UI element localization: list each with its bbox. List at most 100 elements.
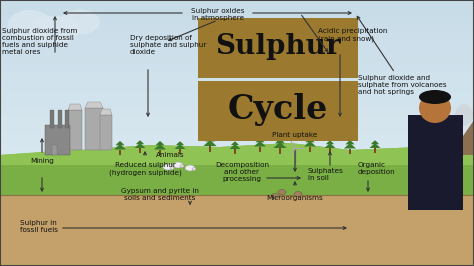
Bar xyxy=(0,85,474,94)
Polygon shape xyxy=(0,195,474,266)
Bar xyxy=(0,47,474,55)
Text: Sulphur dioxide from
combustion of fossil
fuels and sulphide
metal ores: Sulphur dioxide from combustion of fossi… xyxy=(2,28,77,55)
Polygon shape xyxy=(0,143,474,165)
Bar xyxy=(349,148,351,154)
Bar xyxy=(0,0,474,9)
Ellipse shape xyxy=(170,167,174,169)
Bar xyxy=(198,18,358,78)
Polygon shape xyxy=(232,142,238,144)
Bar xyxy=(309,147,311,152)
Bar xyxy=(139,148,141,153)
Ellipse shape xyxy=(419,90,451,104)
Text: Sulphur oxides
in atmosphere: Sulphur oxides in atmosphere xyxy=(191,8,245,21)
Text: Acidic precipitation
(rain and snow): Acidic precipitation (rain and snow) xyxy=(318,28,387,41)
Bar xyxy=(0,23,474,32)
Bar xyxy=(85,108,103,150)
Polygon shape xyxy=(177,142,183,144)
Ellipse shape xyxy=(278,189,286,194)
Polygon shape xyxy=(100,109,112,115)
Text: Sulphur in
fossil fuels: Sulphur in fossil fuels xyxy=(20,220,58,233)
Bar xyxy=(0,139,474,148)
Bar xyxy=(0,116,474,125)
Bar xyxy=(0,54,474,63)
Polygon shape xyxy=(371,140,379,144)
Bar xyxy=(0,93,474,102)
Text: Sulphur dioxide and
sulphate from volcanoes
and hot springs: Sulphur dioxide and sulphate from volcan… xyxy=(358,75,447,95)
Bar xyxy=(259,147,261,152)
Polygon shape xyxy=(136,140,144,144)
Polygon shape xyxy=(326,140,334,144)
Ellipse shape xyxy=(180,164,184,168)
Polygon shape xyxy=(174,144,185,149)
Polygon shape xyxy=(229,144,240,149)
Ellipse shape xyxy=(271,193,279,198)
Bar xyxy=(0,77,474,86)
Polygon shape xyxy=(176,142,184,145)
Bar xyxy=(119,149,121,155)
Polygon shape xyxy=(207,137,213,140)
Text: Sulphur: Sulphur xyxy=(215,34,341,60)
Polygon shape xyxy=(85,102,103,108)
Bar xyxy=(0,124,474,133)
Ellipse shape xyxy=(185,165,195,171)
Text: Animals: Animals xyxy=(155,152,184,158)
Polygon shape xyxy=(307,138,313,141)
Bar xyxy=(100,115,112,150)
Text: Mining: Mining xyxy=(30,158,54,164)
Polygon shape xyxy=(277,139,283,142)
Bar xyxy=(68,110,82,150)
Ellipse shape xyxy=(163,164,173,170)
Bar xyxy=(209,146,211,152)
Text: Reduced sulphur
(hydrogen sulphide): Reduced sulphur (hydrogen sulphide) xyxy=(109,162,182,176)
Polygon shape xyxy=(68,104,82,110)
Bar xyxy=(58,110,62,128)
Polygon shape xyxy=(273,142,287,148)
Bar xyxy=(52,145,57,155)
Bar xyxy=(0,70,474,78)
Polygon shape xyxy=(114,144,126,149)
Bar xyxy=(0,8,474,16)
Polygon shape xyxy=(347,140,353,143)
Ellipse shape xyxy=(30,16,80,44)
Polygon shape xyxy=(231,142,239,145)
Polygon shape xyxy=(137,140,143,143)
Polygon shape xyxy=(275,139,285,143)
Bar xyxy=(65,110,69,128)
Ellipse shape xyxy=(8,10,53,40)
Bar xyxy=(45,125,70,155)
Bar xyxy=(198,81,358,141)
Polygon shape xyxy=(154,144,166,149)
Text: Cycle: Cycle xyxy=(228,94,328,127)
Polygon shape xyxy=(135,143,146,148)
Bar xyxy=(0,109,474,117)
Bar xyxy=(0,62,474,71)
Bar xyxy=(0,147,474,156)
Ellipse shape xyxy=(60,10,100,35)
Polygon shape xyxy=(305,138,315,142)
Bar xyxy=(0,132,474,140)
Polygon shape xyxy=(257,138,263,141)
Polygon shape xyxy=(346,140,355,144)
Ellipse shape xyxy=(173,162,183,168)
Ellipse shape xyxy=(294,192,302,197)
Bar xyxy=(279,148,281,154)
Text: Gypsum and pyrite in
soils and sediments: Gypsum and pyrite in soils and sediments xyxy=(121,188,199,201)
Bar xyxy=(0,31,474,40)
Text: Sulphates
in soil: Sulphates in soil xyxy=(308,168,344,181)
Polygon shape xyxy=(155,141,164,145)
Polygon shape xyxy=(117,141,123,144)
Text: Dry deposition of
sulphate and sulphur
dioxide: Dry deposition of sulphate and sulphur d… xyxy=(130,35,206,55)
Polygon shape xyxy=(0,143,474,266)
Polygon shape xyxy=(205,137,215,142)
Text: Plant uptake: Plant uptake xyxy=(272,132,318,138)
Polygon shape xyxy=(327,140,333,143)
Polygon shape xyxy=(450,120,474,155)
Ellipse shape xyxy=(192,168,196,171)
Polygon shape xyxy=(157,141,163,144)
Bar xyxy=(0,39,474,48)
Polygon shape xyxy=(370,143,381,148)
Polygon shape xyxy=(115,141,125,145)
Bar xyxy=(0,15,474,24)
Ellipse shape xyxy=(455,104,473,126)
Polygon shape xyxy=(255,138,264,142)
